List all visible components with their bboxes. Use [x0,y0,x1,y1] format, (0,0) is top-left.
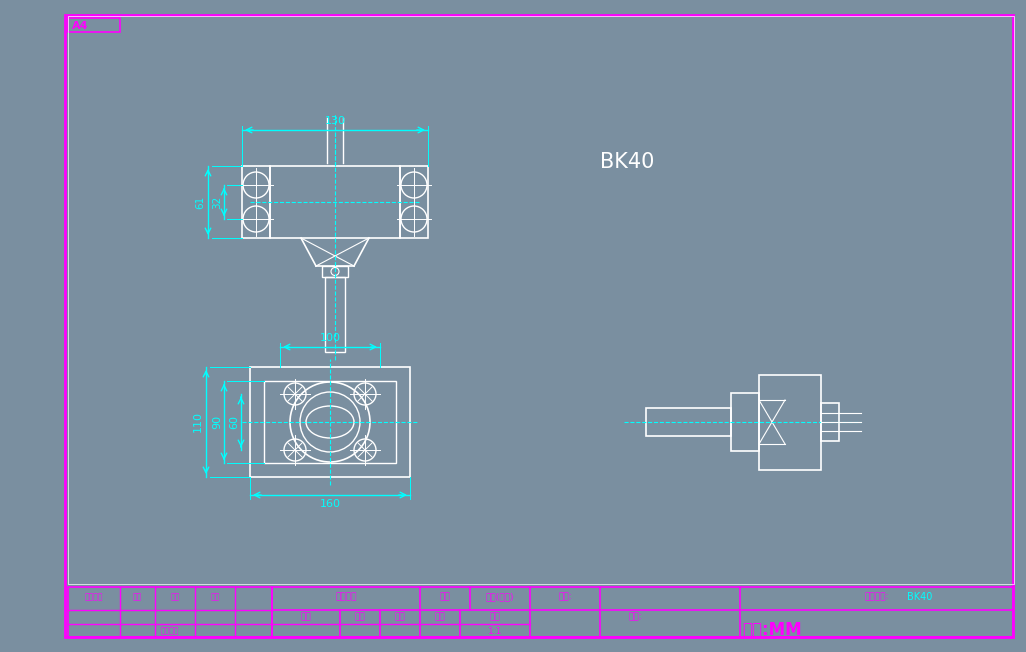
Text: BK40: BK40 [907,592,933,602]
Text: 参考图号:: 参考图号: [864,593,889,602]
Bar [68,587,272,637]
Text: 1:1: 1:1 [487,627,502,636]
Bar [821,403,839,441]
Bar [646,408,731,436]
Text: 设计: 设计 [355,612,365,621]
Text: BK40: BK40 [600,152,655,172]
Bar [322,266,348,277]
Text: 61: 61 [195,196,205,209]
Text: 绘图: 绘图 [301,612,311,621]
Bar [325,277,345,352]
Bar [759,374,821,469]
Text: 160: 160 [319,499,341,509]
Text: 客户确认: 客户确认 [161,627,180,636]
Text: 32: 32 [212,196,222,209]
Bar [250,367,410,477]
Text: 数量(单台): 数量(单台) [485,593,514,602]
Text: 90: 90 [212,415,222,429]
Bar [731,393,759,451]
Bar [270,166,400,238]
Text: 比例: 比例 [489,612,501,621]
Bar [68,18,120,32]
Bar [242,166,270,238]
Text: 130: 130 [324,116,346,126]
Text: 审核: 审核 [395,612,405,621]
Text: 60: 60 [229,415,239,429]
Text: 100: 100 [319,333,341,343]
Text: 更改标记: 更改标记 [85,593,104,602]
Text: 处数: 处数 [133,593,143,602]
Text: 材料:: 材料: [628,612,642,621]
Text: 日期: 日期 [439,593,450,602]
Text: 110: 110 [193,411,203,432]
Text: 签名: 签名 [210,593,220,602]
Text: 单位:MM: 单位:MM [742,621,801,639]
Bar [68,16,1014,584]
Bar [264,381,396,463]
Text: 客户名称: 客户名称 [336,593,357,602]
Text: 日期: 日期 [170,593,180,602]
Bar [400,166,428,238]
Text: 视角: 视角 [435,612,445,621]
Text: A4: A4 [72,21,88,31]
Text: 型号:: 型号: [558,593,571,602]
